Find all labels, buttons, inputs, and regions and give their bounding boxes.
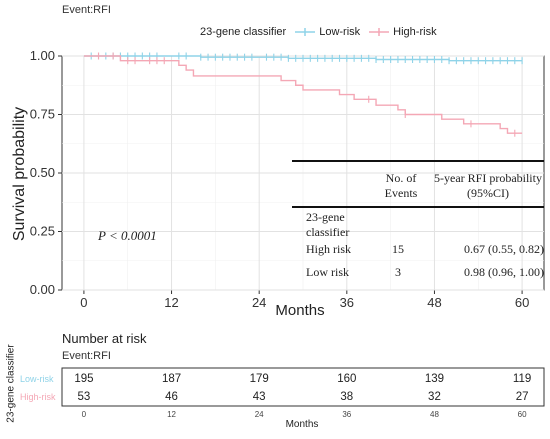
table-top-rule <box>292 160 544 162</box>
table-col-events: No. of Events <box>384 171 418 200</box>
table-row-low-group: Low risk <box>306 265 349 279</box>
risk-table-y-title: 23-gene classifier <box>5 344 17 423</box>
table-row-low-rfi: 0.98 (0.96, 1.00) <box>464 265 544 279</box>
risk-table-event-label: Event:RFI <box>62 350 111 362</box>
risk-x-tick-label: 24 <box>255 410 264 419</box>
risk-count-low-risk: 195 <box>74 373 93 385</box>
risk-count-low-risk: 187 <box>162 373 181 385</box>
risk-x-tick-label: 36 <box>342 410 351 419</box>
legend-low-risk-swatch <box>295 28 316 36</box>
legend-title: 23-gene classifier <box>200 26 287 38</box>
risk-table-x-title: Months <box>285 419 319 430</box>
x-axis-title: Months <box>275 302 325 319</box>
x-tick-label: 24 <box>252 295 266 310</box>
x-tick-label: 60 <box>515 295 529 310</box>
table-row-high-rfi: 0.67 (0.55, 0.82) <box>464 242 544 256</box>
risk-count-low-risk: 179 <box>250 373 269 385</box>
survival-curve-high-risk <box>83 55 523 134</box>
risk-count-high-risk: 43 <box>253 391 266 403</box>
risk-x-tick-label: 0 <box>82 410 87 419</box>
risk-count-high-risk: 32 <box>428 391 441 403</box>
y-axis-title: Survival probability <box>11 106 28 242</box>
table-row-header: 23-gene classifier <box>306 210 350 239</box>
risk-count-low-risk: 119 <box>513 373 531 385</box>
risk-x-tick-label: 12 <box>167 410 176 419</box>
table-row-high-events: 15 <box>392 242 404 256</box>
legend: 23-gene classifier Low-risk High-risk <box>200 26 437 38</box>
y-tick-label: 1.00 <box>30 48 55 63</box>
risk-count-high-risk: 53 <box>78 391 91 403</box>
risk-x-tick-label: 60 <box>518 410 527 419</box>
risk-count-high-risk: 46 <box>165 391 178 403</box>
x-tick-label: 12 <box>164 295 178 310</box>
km-plot: 0 12 24 36 48 60 0.00 0.25 0.50 0.75 1.00 <box>30 48 545 310</box>
table-row-low-events: 3 <box>395 265 401 279</box>
risk-table-panel <box>61 367 545 407</box>
legend-high-risk-label: High-risk <box>393 26 437 38</box>
legend-low-risk-label: Low-risk <box>319 26 361 38</box>
event-label: Event:RFI <box>62 4 111 16</box>
x-tick-label: 0 <box>80 295 87 310</box>
y-tick-label: 0.25 <box>30 224 55 239</box>
y-tick-label: 0.75 <box>30 107 55 122</box>
risk-count-high-risk: 27 <box>516 391 529 403</box>
risk-table-title: Number at risk <box>62 331 147 346</box>
table-col-rfi: 5-year RFI probability (95%CI) <box>434 171 542 200</box>
summary-table: No. of Events 5-year RFI probability (95… <box>292 160 544 284</box>
table-mid-rule <box>292 206 544 208</box>
risk-count-high-risk: 38 <box>340 391 353 403</box>
x-tick-label: 36 <box>340 295 354 310</box>
risk-count-low-risk: 160 <box>337 373 356 385</box>
y-tick-label: 0.50 <box>30 165 55 180</box>
risk-label-low: Low-risk <box>20 374 54 384</box>
y-tick-label: 0.00 <box>30 282 55 297</box>
p-value: P < 0.0001 <box>98 228 157 243</box>
risk-count-low-risk: 139 <box>425 373 444 385</box>
legend-high-risk-swatch <box>369 28 390 36</box>
table-row-high-group: High risk <box>306 242 351 256</box>
risk-x-tick-label: 48 <box>430 410 439 419</box>
x-tick-label: 48 <box>427 295 441 310</box>
risk-label-high: High-risk <box>20 392 56 402</box>
